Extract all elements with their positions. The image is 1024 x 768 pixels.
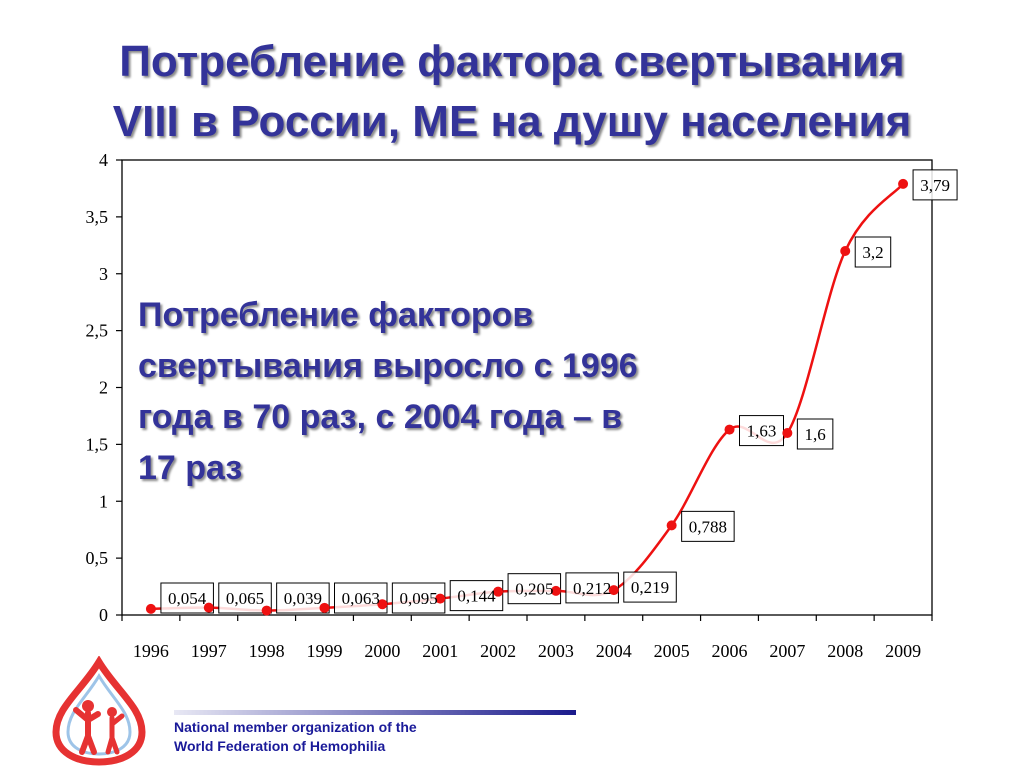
footer-text: National member organization of the Worl… xyxy=(174,718,417,756)
x-tick-label: 1996 xyxy=(133,641,169,661)
hemophilia-logo xyxy=(52,656,146,766)
data-point xyxy=(377,599,388,610)
data-label: 0,039 xyxy=(284,589,322,608)
logo-drop-outline xyxy=(52,656,146,766)
data-label: 0,788 xyxy=(689,517,727,536)
x-tick-label: 2001 xyxy=(422,641,458,661)
footer-line-1: National member organization of the xyxy=(174,719,417,735)
data-label-box xyxy=(796,418,834,450)
data-point xyxy=(203,602,214,613)
data-label: 0,144 xyxy=(457,587,496,606)
data-label-box xyxy=(681,510,735,542)
x-tick-label: 2003 xyxy=(538,641,574,661)
title-line-2: VIII в России, МЕ на душу населения xyxy=(112,97,912,146)
data-point xyxy=(319,602,330,613)
annotation-line: Потребление факторов xyxy=(138,296,534,334)
data-label: 0,212 xyxy=(573,579,611,598)
data-label: 3,79 xyxy=(920,176,950,195)
data-label: 0,063 xyxy=(342,589,380,608)
y-tick-label: 1 xyxy=(99,491,108,511)
data-label: 0,205 xyxy=(515,580,553,599)
x-tick-label: 2002 xyxy=(480,641,516,661)
x-tick-label: 2008 xyxy=(827,641,863,661)
annotation-text: Потребление факторов свертывания выросло… xyxy=(138,290,738,494)
x-tick-label: 2009 xyxy=(885,641,921,661)
data-point xyxy=(261,605,272,616)
data-label-box xyxy=(854,236,892,268)
data-label: 0,065 xyxy=(226,589,264,608)
data-point xyxy=(898,178,909,189)
x-tick-label: 2006 xyxy=(712,641,748,661)
data-label-box xyxy=(334,582,388,614)
data-label: 0,219 xyxy=(631,578,669,597)
y-tick-label: 2,5 xyxy=(86,321,109,341)
y-tick-label: 4 xyxy=(99,150,108,170)
data-point xyxy=(493,586,504,597)
data-label-box xyxy=(449,580,504,612)
data-point xyxy=(550,585,561,596)
data-label: 1,63 xyxy=(747,422,777,441)
footer-divider xyxy=(174,710,576,715)
data-point xyxy=(782,428,793,438)
data-point xyxy=(145,603,156,614)
data-point xyxy=(840,246,851,256)
data-label: 1,6 xyxy=(804,425,825,444)
y-tick-label: 1,5 xyxy=(86,434,109,454)
x-tick-label: 2000 xyxy=(364,641,400,661)
y-tick-label: 3,5 xyxy=(86,207,109,227)
y-tick-label: 0,5 xyxy=(86,548,109,568)
x-tick-label: 1999 xyxy=(307,641,343,661)
data-label: 0,095 xyxy=(399,589,437,608)
y-tick-label: 3 xyxy=(99,264,108,284)
annotation-line: года в 70 раз, с 2004 года – в xyxy=(138,398,623,436)
data-label-box xyxy=(912,169,958,201)
data-point xyxy=(724,424,735,435)
x-tick-label: 1998 xyxy=(249,641,285,661)
x-tick-label: 2004 xyxy=(596,641,632,661)
data-label: 3,2 xyxy=(862,243,883,262)
data-label: 0,054 xyxy=(168,589,207,608)
data-label-box xyxy=(507,573,562,605)
annotation-line: 17 раз xyxy=(138,449,243,487)
data-point xyxy=(435,593,446,604)
data-point xyxy=(666,520,677,531)
annotation-line: свертывания выросло с 1996 xyxy=(138,347,638,385)
y-tick-label: 2 xyxy=(99,378,108,398)
x-tick-label: 2007 xyxy=(769,641,805,661)
y-tick-label: 0 xyxy=(99,605,108,625)
data-point xyxy=(608,585,619,596)
title-line-1: Потребление фактора свертывания xyxy=(119,37,905,86)
x-tick-label: 1997 xyxy=(191,641,227,661)
data-label-box xyxy=(623,571,677,603)
x-tick-label: 2005 xyxy=(654,641,690,661)
footer-line-2: World Federation of Hemophilia xyxy=(174,738,386,754)
